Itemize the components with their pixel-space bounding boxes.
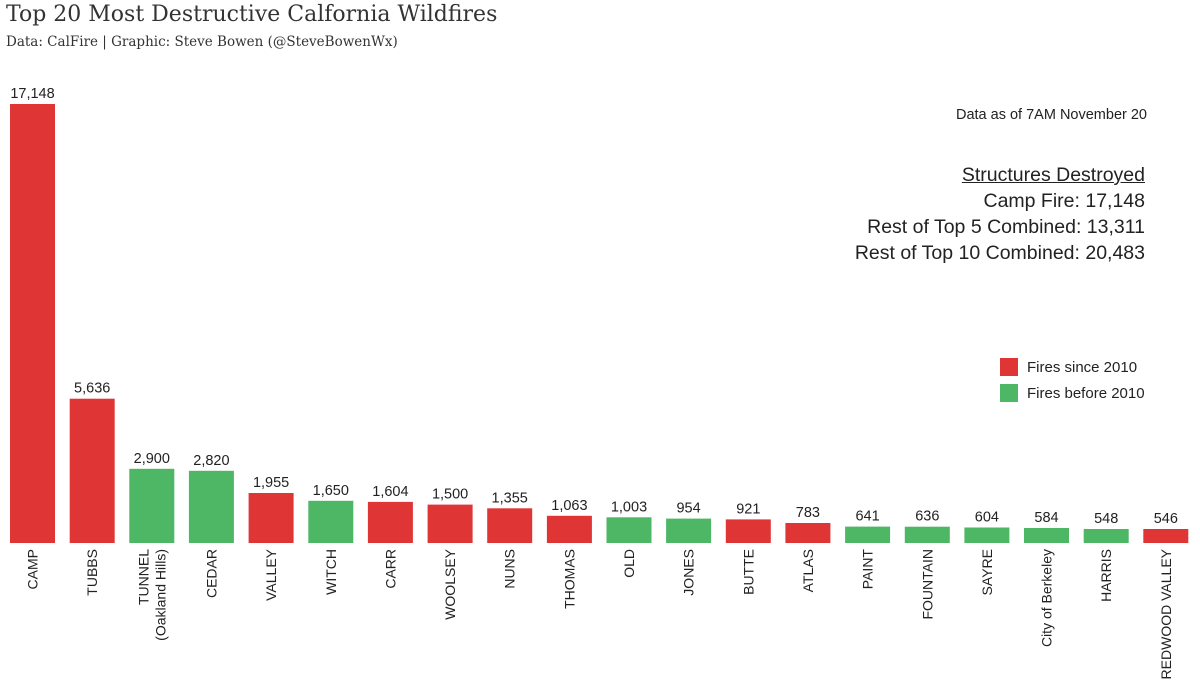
bar-fountain xyxy=(904,526,950,543)
category-label: NUNS xyxy=(502,549,518,589)
summary-top5: Rest of Top 5 Combined: 13,311 xyxy=(867,216,1145,238)
category-label-line: REDWOOD VALLEY xyxy=(1158,548,1174,679)
bar-old xyxy=(606,517,652,543)
category-label-line: City of Berkeley xyxy=(1039,549,1055,647)
category-label: HARRIS xyxy=(1098,549,1114,602)
chart-title: Top 20 Most Destructive Calfornia Wildfi… xyxy=(6,2,498,27)
value-label: 636 xyxy=(915,509,939,525)
category-label-line: OLD xyxy=(621,549,637,578)
legend: Fires since 2010 Fires before 2010 xyxy=(1000,354,1145,406)
category-label: ATLAS xyxy=(800,549,816,592)
category-label: WITCH xyxy=(323,549,339,595)
bar-harris xyxy=(1083,529,1129,543)
value-label: 1,063 xyxy=(551,498,587,514)
bar-valley xyxy=(248,493,294,543)
category-label-line: VALLEY xyxy=(263,548,279,601)
value-label: 17,148 xyxy=(10,86,54,102)
bar-thomas xyxy=(546,515,592,543)
category-label: SAYRE xyxy=(979,549,995,595)
category-label: City of Berkeley xyxy=(1039,549,1055,647)
legend-label: Fires before 2010 xyxy=(1027,384,1145,402)
legend-swatch-green xyxy=(1000,384,1018,402)
data-as-of-note: Data as of 7AM November 20 xyxy=(955,107,1147,123)
legend-swatch-red xyxy=(1000,358,1018,376)
category-label-line: BUTTE xyxy=(740,549,756,595)
bar-paint xyxy=(845,526,891,543)
bar-nuns xyxy=(487,508,533,543)
category-label-line: SAYRE xyxy=(979,549,995,595)
value-label: 783 xyxy=(796,505,820,521)
legend-label: Fires since 2010 xyxy=(1027,358,1138,376)
value-label: 2,820 xyxy=(193,453,229,469)
value-label: 1,355 xyxy=(492,490,528,506)
category-label: OLD xyxy=(621,549,637,578)
category-label: FOUNTAIN xyxy=(919,549,935,620)
category-label: WOOLSEY xyxy=(442,548,458,619)
value-label: 1,955 xyxy=(253,475,289,491)
category-label-line: CAMP xyxy=(25,549,41,589)
legend-item-before-2010: Fires before 2010 xyxy=(1000,380,1145,406)
bar-tubbs xyxy=(69,398,115,543)
bar-woolsey xyxy=(427,504,473,543)
category-label: REDWOOD VALLEY xyxy=(1158,548,1174,679)
category-label-line: WITCH xyxy=(323,549,339,595)
structures-summary: Structures Destroyed Camp Fire: 17,148 R… xyxy=(855,162,1145,266)
value-label: 604 xyxy=(975,510,999,526)
category-label: CEDAR xyxy=(203,549,219,598)
value-label: 1,650 xyxy=(313,483,349,499)
bar-camp xyxy=(10,104,55,543)
bar-butte xyxy=(725,519,771,543)
legend-item-since-2010: Fires since 2010 xyxy=(1000,354,1145,380)
bar-carr xyxy=(367,501,413,543)
category-label: CAMP xyxy=(25,549,41,589)
category-label-line: CEDAR xyxy=(203,549,219,598)
category-label: TUNNEL (Oakland Hills) xyxy=(135,549,168,641)
summary-camp-fire: Camp Fire: 17,148 xyxy=(983,190,1146,212)
category-label-line: PAINT xyxy=(860,549,876,590)
category-label: CARR xyxy=(382,549,398,589)
value-label: 921 xyxy=(736,501,760,517)
bar-witch xyxy=(308,500,354,543)
value-label: 546 xyxy=(1154,511,1178,527)
category-label-line: FOUNTAIN xyxy=(919,549,935,620)
category-label: TUBBS xyxy=(84,549,100,596)
value-label: 584 xyxy=(1034,510,1058,526)
value-label: 1,500 xyxy=(432,487,468,503)
category-label-line: NUNS xyxy=(502,549,518,589)
value-label: 641 xyxy=(855,509,879,525)
summary-top10: Rest of Top 10 Combined: 20,483 xyxy=(854,242,1145,264)
category-label-line: WOOLSEY xyxy=(442,548,458,619)
category-label-line: CARR xyxy=(382,549,398,589)
category-label-line: JONES xyxy=(681,549,697,596)
bar-atlas xyxy=(785,523,831,543)
category-label-line: TUBBS xyxy=(84,549,100,596)
value-label: 5,636 xyxy=(74,381,110,397)
bar-sayre xyxy=(964,527,1010,543)
category-label: PAINT xyxy=(860,549,876,590)
category-label: VALLEY xyxy=(263,548,279,601)
category-label-line: (Oakland Hills) xyxy=(152,549,168,641)
bar-tunnel xyxy=(129,468,175,543)
category-label: THOMAS xyxy=(561,549,577,609)
category-label-line: ATLAS xyxy=(800,549,816,592)
value-label: 1,604 xyxy=(372,484,408,500)
category-label: BUTTE xyxy=(740,549,756,595)
value-label: 954 xyxy=(676,501,700,517)
category-label-line: TUNNEL xyxy=(135,549,151,605)
summary-heading: Structures Destroyed xyxy=(961,164,1145,186)
value-label: 1,003 xyxy=(611,499,647,515)
bar-city-of-berkeley xyxy=(1024,528,1069,543)
bar-jones xyxy=(666,518,712,543)
bar-redwood-valley xyxy=(1143,529,1189,543)
category-label-line: HARRIS xyxy=(1098,549,1114,602)
value-label: 2,900 xyxy=(134,451,170,467)
bar-cedar xyxy=(188,470,234,543)
category-label-line: THOMAS xyxy=(561,549,577,609)
category-label: JONES xyxy=(681,549,697,596)
value-label: 548 xyxy=(1094,511,1118,527)
chart-subtitle: Data: CalFire | Graphic: Steve Bowen (@S… xyxy=(6,34,398,50)
